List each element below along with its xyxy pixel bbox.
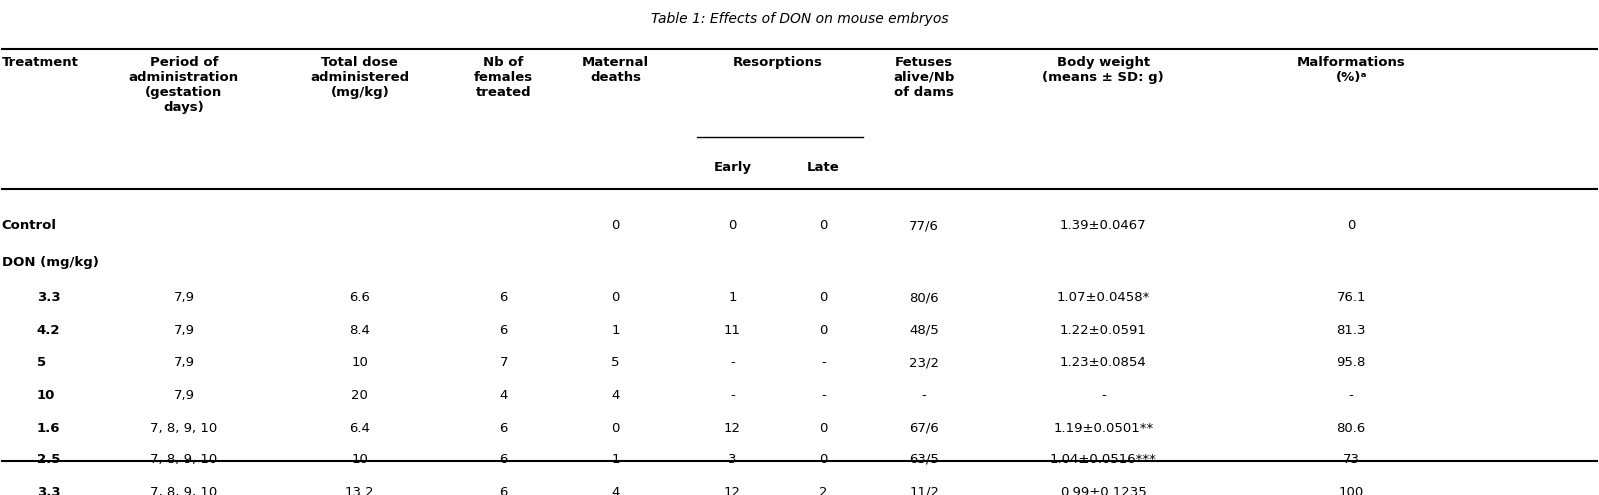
Text: 7,9: 7,9: [173, 324, 195, 337]
Text: 1.22±0.0591: 1.22±0.0591: [1060, 324, 1146, 337]
Text: 1: 1: [728, 291, 737, 304]
Text: 4.2: 4.2: [37, 324, 61, 337]
Text: 1.19±0.0501**: 1.19±0.0501**: [1054, 422, 1153, 435]
Text: 6: 6: [499, 486, 508, 495]
Text: 73: 73: [1343, 453, 1359, 466]
Text: 4: 4: [611, 389, 620, 402]
Text: 1.39±0.0467: 1.39±0.0467: [1060, 219, 1146, 232]
Text: 7: 7: [499, 356, 508, 369]
Text: 1.04±0.0516***: 1.04±0.0516***: [1051, 453, 1156, 466]
Text: DON (mg/kg): DON (mg/kg): [2, 256, 99, 269]
Text: 10: 10: [352, 356, 368, 369]
Text: Fetuses
alive/Nb
of dams: Fetuses alive/Nb of dams: [894, 56, 955, 99]
Text: 7,9: 7,9: [173, 356, 195, 369]
Text: 0: 0: [819, 453, 828, 466]
Text: 2.5: 2.5: [37, 453, 61, 466]
Text: 11/2: 11/2: [910, 486, 939, 495]
Text: 2: 2: [819, 486, 828, 495]
Text: -: -: [822, 389, 825, 402]
Text: -: -: [731, 356, 734, 369]
Text: 7, 8, 9, 10: 7, 8, 9, 10: [150, 486, 217, 495]
Text: 63/5: 63/5: [910, 453, 939, 466]
Text: 1.07±0.0458*: 1.07±0.0458*: [1057, 291, 1150, 304]
Text: 6: 6: [499, 422, 508, 435]
Text: 10: 10: [352, 453, 368, 466]
Text: 4: 4: [499, 389, 508, 402]
Text: Control: Control: [2, 219, 56, 232]
Text: 5: 5: [37, 356, 46, 369]
Text: 7,9: 7,9: [173, 291, 195, 304]
Text: 6.4: 6.4: [349, 422, 371, 435]
Text: -: -: [731, 389, 734, 402]
Text: 0: 0: [819, 422, 828, 435]
Text: 7, 8, 9, 10: 7, 8, 9, 10: [150, 453, 217, 466]
Text: 0: 0: [819, 324, 828, 337]
Text: Resorptions: Resorptions: [732, 56, 823, 69]
Text: 76.1: 76.1: [1337, 291, 1366, 304]
Text: 0: 0: [611, 422, 620, 435]
Text: 80/6: 80/6: [910, 291, 939, 304]
Text: 8.4: 8.4: [349, 324, 371, 337]
Text: Total dose
administered
(mg/kg): Total dose administered (mg/kg): [310, 56, 409, 99]
Text: 20: 20: [352, 389, 368, 402]
Text: 0: 0: [819, 291, 828, 304]
Text: 1: 1: [611, 453, 620, 466]
Text: Table 1: Effects of DON on mouse embryos: Table 1: Effects of DON on mouse embryos: [651, 12, 948, 26]
Text: 0: 0: [611, 291, 620, 304]
Text: 6: 6: [499, 324, 508, 337]
Text: Period of
administration
(gestation
days): Period of administration (gestation days…: [130, 56, 238, 114]
Text: 6.6: 6.6: [349, 291, 371, 304]
Text: 1: 1: [611, 324, 620, 337]
Text: 6: 6: [499, 291, 508, 304]
Text: Late: Late: [807, 161, 839, 174]
Text: 13.2: 13.2: [345, 486, 374, 495]
Text: 23/2: 23/2: [910, 356, 939, 369]
Text: -: -: [822, 356, 825, 369]
Text: 3: 3: [728, 453, 737, 466]
Text: -: -: [1102, 389, 1105, 402]
Text: Maternal
deaths: Maternal deaths: [582, 56, 649, 84]
Text: 3.3: 3.3: [37, 291, 61, 304]
Text: 80.6: 80.6: [1337, 422, 1366, 435]
Text: 11: 11: [724, 324, 740, 337]
Text: 7, 8, 9, 10: 7, 8, 9, 10: [150, 422, 217, 435]
Text: 100: 100: [1338, 486, 1364, 495]
Text: 67/6: 67/6: [910, 422, 939, 435]
Text: 4: 4: [611, 486, 620, 495]
Text: 0: 0: [819, 219, 828, 232]
Text: 0: 0: [728, 219, 737, 232]
Text: Early: Early: [713, 161, 752, 174]
Text: -: -: [1350, 389, 1353, 402]
Text: 10: 10: [37, 389, 54, 402]
Text: 5: 5: [611, 356, 620, 369]
Text: Nb of
females
treated: Nb of females treated: [475, 56, 532, 99]
Text: 3.3: 3.3: [37, 486, 61, 495]
Text: 77/6: 77/6: [910, 219, 939, 232]
Text: 12: 12: [724, 422, 740, 435]
Text: 0: 0: [1346, 219, 1356, 232]
Text: 6: 6: [499, 453, 508, 466]
Text: Treatment: Treatment: [2, 56, 78, 69]
Text: 81.3: 81.3: [1337, 324, 1366, 337]
Text: 7,9: 7,9: [173, 389, 195, 402]
Text: -: -: [923, 389, 926, 402]
Text: 0.99±0.1235: 0.99±0.1235: [1060, 486, 1146, 495]
Text: Body weight
(means ± SD: g): Body weight (means ± SD: g): [1043, 56, 1164, 84]
Text: 95.8: 95.8: [1337, 356, 1366, 369]
Text: 1.6: 1.6: [37, 422, 61, 435]
Text: 12: 12: [724, 486, 740, 495]
Text: 1.23±0.0854: 1.23±0.0854: [1060, 356, 1146, 369]
Text: Malformations
(%)ᵃ: Malformations (%)ᵃ: [1297, 56, 1406, 84]
Text: 48/5: 48/5: [910, 324, 939, 337]
Text: 0: 0: [611, 219, 620, 232]
